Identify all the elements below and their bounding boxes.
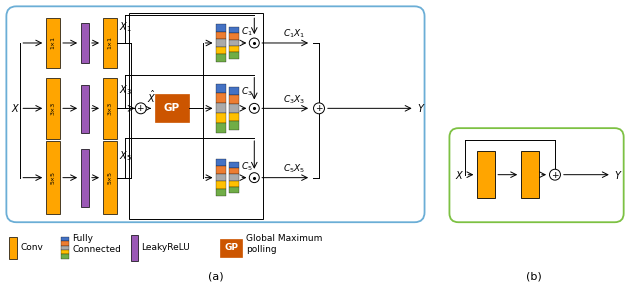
Circle shape [550,169,561,180]
Text: $C_1X_1$: $C_1X_1$ [283,28,305,40]
Text: $Y$: $Y$ [417,102,425,114]
Bar [229,187,239,194]
Bar [216,182,227,189]
Bar [216,123,227,133]
Bar [61,250,69,255]
Bar [216,166,227,174]
Bar [216,84,227,93]
Text: 1×1: 1×1 [51,36,56,50]
Bar [216,54,227,62]
Text: 5×5: 5×5 [51,171,56,184]
Bar [216,113,227,123]
Bar [216,103,227,113]
Circle shape [250,38,259,48]
Text: $+$: $+$ [136,103,145,113]
Bar [131,235,138,261]
Bar [216,32,227,39]
Text: 3×3: 3×3 [108,102,113,115]
Bar [229,52,239,59]
Bar [229,121,239,130]
Text: $+$: $+$ [550,170,559,180]
Bar [229,174,239,181]
Bar [61,241,69,246]
Circle shape [250,103,259,113]
Text: GP: GP [225,243,238,253]
Text: $C_5X_5$: $C_5X_5$ [283,162,305,175]
Text: Conv: Conv [20,243,43,253]
Text: LeakyReLU: LeakyReLU [141,243,189,253]
Bar [229,181,239,187]
Text: 5×5: 5×5 [108,171,113,184]
Bar [229,33,239,40]
Bar [81,85,89,133]
Text: $X$: $X$ [11,102,20,114]
Bar [216,24,227,32]
Bar [477,151,495,198]
Bar [155,94,189,122]
Text: Global Maximum
polling: Global Maximum polling [246,234,323,254]
Circle shape [314,103,324,114]
Text: 3×3: 3×3 [51,102,56,115]
Text: $C_5$: $C_5$ [241,160,253,173]
Bar [46,141,60,214]
Text: $X_3$: $X_3$ [119,84,132,97]
Bar [229,104,239,113]
Text: $X_1$: $X_1$ [119,20,132,34]
Bar [10,237,17,259]
Text: GP: GP [164,103,180,113]
Text: Fully
Connected: Fully Connected [72,234,121,254]
Bar [216,47,227,54]
Bar [61,255,69,259]
Bar [220,239,243,257]
Circle shape [135,103,147,114]
Bar [229,162,239,168]
Bar [229,40,239,46]
Bar [229,168,239,174]
Bar [229,95,239,104]
Bar [521,151,539,198]
Bar [216,174,227,182]
Bar [81,149,89,207]
Bar [229,27,239,33]
Text: $+$: $+$ [315,103,323,113]
Bar [229,87,239,95]
Bar [81,23,89,63]
Text: $X_5$: $X_5$ [119,149,132,163]
Bar [216,189,227,196]
Text: (a): (a) [207,272,223,282]
Text: $C_3$: $C_3$ [241,85,253,98]
Bar [46,78,60,139]
Text: $\hat{X}$: $\hat{X}$ [147,88,156,105]
Text: $Y$: $Y$ [614,169,622,181]
Text: 1×1: 1×1 [108,36,113,50]
Circle shape [250,173,259,183]
Bar [216,39,227,47]
Bar [103,78,117,139]
Bar [61,237,69,241]
Text: (b): (b) [526,272,542,282]
Bar [229,113,239,121]
Bar [103,18,117,68]
Bar [61,246,69,250]
Bar [46,18,60,68]
Text: $X$: $X$ [455,169,464,181]
Bar [229,46,239,52]
Bar [216,159,227,166]
Text: $C_1$: $C_1$ [241,26,253,38]
Bar [216,93,227,103]
Bar [103,141,117,214]
Bar [129,13,263,219]
Text: $C_3X_3$: $C_3X_3$ [283,93,305,106]
